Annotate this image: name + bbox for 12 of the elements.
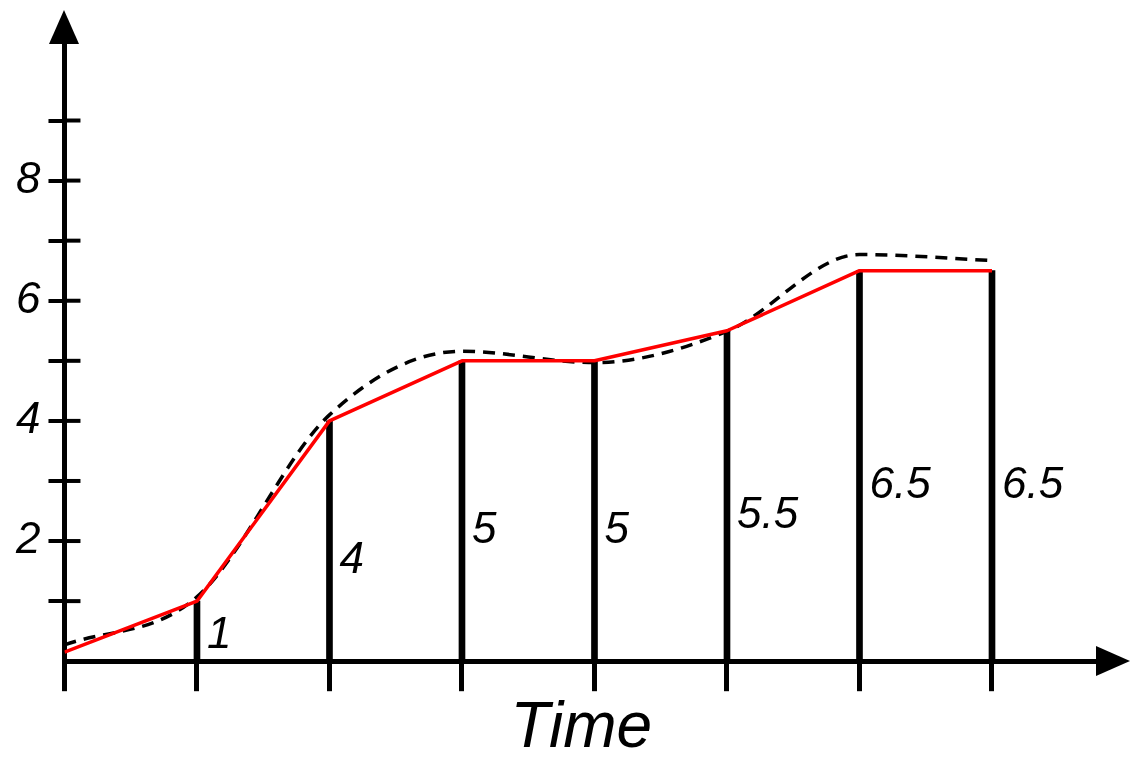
data-label: 1: [206, 608, 232, 658]
y-tick-label: 8: [15, 152, 41, 202]
data-label: 5: [471, 503, 497, 553]
data-label: 6.5: [1002, 458, 1064, 508]
y-tick-label: 2: [14, 513, 41, 563]
data-label: 5.5: [736, 488, 799, 538]
y-tick-label: 6: [15, 272, 41, 322]
data-label: 6.5: [869, 458, 932, 508]
x-axis-title: Time: [510, 689, 653, 762]
data-label: 5: [604, 503, 630, 553]
y-tick-label: 4: [15, 393, 41, 443]
data-label: 4: [339, 533, 364, 583]
